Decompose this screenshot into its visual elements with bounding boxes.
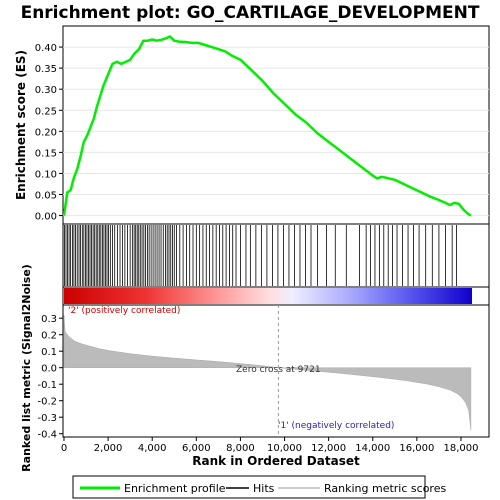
metric-y-axis: 0.3 0.2 0.1 0.0 -0.1 -0.2 -0.3 -0.4	[37, 314, 63, 441]
chart-title: Enrichment plot: GO_CARTILAGE_DEVELOPMEN…	[21, 3, 480, 23]
es-tick-label: 0.05	[35, 191, 57, 202]
rank-color-bar	[64, 288, 472, 304]
es-tick-label: 0.15	[35, 148, 57, 159]
es-tick-label: 0.00	[35, 212, 57, 223]
hits-panel	[62, 223, 490, 288]
positive-correlation-label: '2' (positively correlated)	[68, 306, 180, 316]
negative-correlation-label: '1' (negatively correlated)	[278, 421, 394, 431]
x-tick-label: 2,000	[94, 443, 123, 454]
metric-tick-label: 0.2	[41, 331, 57, 342]
es-y-axis-label: Enrichment score (ES)	[14, 50, 28, 200]
metric-area-group	[63, 305, 472, 437]
metric-tick-label: -0.3	[37, 413, 57, 424]
ranking-metric-area	[63, 314, 472, 431]
es-y-axis: 0.00 0.05 0.10 0.15 0.20 0.25 0.30 0.35 0.40	[35, 43, 63, 223]
es-tick-label: 0.30	[35, 85, 57, 96]
hit-lines	[64, 225, 457, 286]
metric-tick-label: 0.0	[41, 364, 57, 375]
x-tick-label: 14,000	[355, 443, 390, 454]
es-tick-label: 0.40	[35, 43, 57, 54]
x-tick-label: 18,000	[443, 443, 478, 454]
x-tick-label: 4,000	[138, 443, 167, 454]
enrichment-curve-group	[62, 35, 472, 217]
metric-tick-label: 0.1	[41, 347, 57, 358]
legend-enrichment-label: Enrichment profile	[124, 482, 226, 495]
es-tick-label: 0.35	[35, 64, 57, 75]
x-axis: 0 2,000 4,000 6,000 8,000 10,000 12,000 14,000 1…	[61, 437, 478, 454]
metric-tick-label: -0.1	[37, 380, 57, 391]
metric-y-axis-label: Ranked list metric (Signal2Noise)	[20, 264, 33, 472]
es-tick-label: 0.25	[35, 106, 57, 117]
x-tick-label: 6,000	[182, 443, 211, 454]
es-gridlines	[63, 46, 489, 217]
x-tick-label: 12,000	[311, 443, 346, 454]
es-tick-label: 0.10	[35, 169, 57, 180]
x-tick-label: 8,000	[226, 443, 255, 454]
x-tick-label: 0	[61, 443, 67, 454]
enrichment-profile-line	[62, 35, 472, 217]
metric-tick-label: -0.2	[37, 397, 57, 408]
zero-cross-label: Zero cross at 9721	[236, 365, 321, 375]
x-tick-label: 10,000	[267, 443, 302, 454]
legend	[72, 475, 426, 499]
metric-tick-label: 0.3	[41, 314, 57, 325]
legend-ranking-label: Ranking metric scores	[324, 482, 446, 495]
x-axis-label: Rank in Ordered Dataset	[192, 454, 360, 468]
metric-tick-label: -0.4	[37, 430, 57, 441]
legend-hits-label: Hits	[253, 482, 275, 495]
x-tick-label: 16,000	[399, 443, 434, 454]
es-tick-label: 0.20	[35, 127, 57, 138]
